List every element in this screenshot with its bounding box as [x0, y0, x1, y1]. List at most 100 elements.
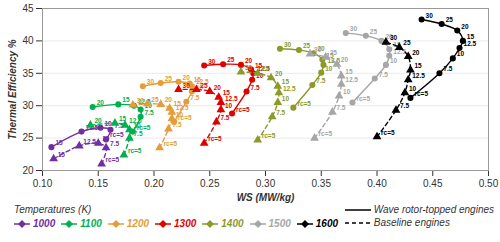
svg-text:30: 30 [183, 82, 191, 89]
svg-text:10: 10 [457, 50, 465, 57]
svg-text:7.5: 7.5 [110, 140, 119, 147]
svg-text:25: 25 [151, 96, 159, 103]
svg-text:15: 15 [345, 68, 353, 75]
svg-text:15: 15 [223, 89, 231, 96]
svg-text:12.5: 12.5 [464, 40, 477, 47]
svg-text:0.30: 0.30 [256, 178, 276, 189]
svg-text:12.5: 12.5 [345, 76, 358, 83]
svg-text:10: 10 [325, 65, 333, 72]
svg-text:25: 25 [22, 132, 34, 143]
svg-text:25: 25 [303, 42, 311, 49]
svg-text:30: 30 [22, 100, 34, 111]
svg-text:15: 15 [282, 78, 290, 85]
svg-text:7.5: 7.5 [145, 109, 154, 116]
svg-text:10: 10 [409, 85, 417, 92]
svg-text:25: 25 [200, 82, 208, 89]
svg-text:30: 30 [245, 64, 253, 71]
svg-text:rc=5: rc=5 [319, 130, 333, 137]
svg-text:0.20: 0.20 [144, 178, 164, 189]
svg-text:15: 15 [58, 151, 66, 158]
svg-text:12.5: 12.5 [283, 85, 296, 92]
svg-text:rc=5: rc=5 [381, 129, 395, 136]
svg-text:0.50: 0.50 [479, 178, 499, 189]
svg-text:15: 15 [174, 100, 182, 107]
svg-text:7.5: 7.5 [400, 102, 409, 109]
svg-text:7.5: 7.5 [443, 65, 452, 72]
svg-text:20: 20 [214, 84, 222, 91]
svg-text:25: 25 [227, 56, 235, 63]
svg-text:12.5: 12.5 [412, 72, 425, 79]
svg-text:rc=5: rc=5 [236, 106, 250, 113]
svg-text:15: 15 [119, 115, 127, 122]
svg-text:10: 10 [282, 95, 290, 102]
svg-text:10: 10 [343, 88, 351, 95]
svg-text:20: 20 [94, 117, 102, 124]
svg-text:15: 15 [55, 139, 63, 146]
svg-text:rc=5: rc=5 [110, 131, 124, 138]
html-text:1000: 1000 [33, 218, 56, 229]
svg-text:20: 20 [461, 23, 469, 30]
html-text:1100: 1100 [80, 218, 102, 229]
svg-text:7.5: 7.5 [379, 71, 388, 78]
svg-text:0.15: 0.15 [89, 178, 109, 189]
svg-text:30: 30 [208, 58, 216, 65]
svg-text:30: 30 [314, 46, 322, 53]
svg-text:7.5: 7.5 [220, 114, 229, 121]
svg-text:0.45: 0.45 [423, 178, 443, 189]
svg-text:rc=5: rc=5 [128, 147, 142, 154]
svg-text:Thermal Efficiency %: Thermal Efficiency % [7, 39, 18, 140]
svg-text:30: 30 [426, 12, 434, 19]
svg-text:rc=5: rc=5 [164, 140, 178, 147]
svg-text:WS (MW/kg): WS (MW/kg) [237, 192, 295, 203]
svg-text:rc=5: rc=5 [106, 156, 120, 163]
svg-text:15: 15 [122, 96, 130, 103]
svg-text:25: 25 [370, 28, 378, 35]
svg-text:rc=5: rc=5 [297, 100, 311, 107]
svg-text:30: 30 [137, 97, 145, 104]
svg-text:7.5: 7.5 [190, 94, 199, 101]
svg-text:20: 20 [183, 74, 191, 81]
svg-text:25: 25 [446, 16, 454, 23]
svg-text:rc=5: rc=5 [262, 132, 276, 139]
svg-text:20: 20 [341, 56, 349, 63]
svg-text:20: 20 [22, 165, 34, 176]
svg-text:20: 20 [245, 57, 253, 64]
svg-text:rc=5: rc=5 [356, 95, 370, 102]
svg-text:25: 25 [330, 49, 338, 56]
svg-text:30: 30 [147, 78, 155, 85]
svg-text:7.5: 7.5 [316, 77, 325, 84]
svg-text:40: 40 [22, 35, 34, 46]
svg-text:12.5: 12.5 [83, 138, 96, 145]
svg-text:20: 20 [275, 70, 283, 77]
svg-text:7.5: 7.5 [336, 104, 345, 111]
svg-text:7.5: 7.5 [276, 109, 285, 116]
svg-text:rc=5: rc=5 [208, 135, 222, 142]
svg-text:25: 25 [165, 75, 173, 82]
svg-text:7.5: 7.5 [172, 121, 181, 128]
svg-text:20: 20 [165, 96, 173, 103]
svg-text:0.35: 0.35 [312, 178, 332, 189]
svg-text:15: 15 [467, 33, 475, 40]
svg-text:15: 15 [414, 62, 422, 69]
svg-text:20: 20 [412, 49, 420, 56]
svg-text:10: 10 [176, 111, 184, 118]
svg-text:rc=5: rc=5 [414, 90, 428, 97]
svg-text:0.40: 0.40 [367, 178, 387, 189]
html-text:Temperatures (K): Temperatures (K) [14, 204, 92, 215]
svg-text:25: 25 [262, 65, 270, 72]
svg-text:0.10: 0.10 [33, 178, 53, 189]
svg-text:7.5: 7.5 [251, 84, 260, 91]
svg-text:45: 45 [22, 3, 34, 14]
svg-text:10: 10 [102, 135, 110, 142]
svg-text:35: 35 [22, 68, 34, 79]
svg-text:30: 30 [350, 25, 358, 32]
svg-text:0.25: 0.25 [200, 178, 220, 189]
svg-text:30: 30 [390, 34, 398, 41]
svg-text:20: 20 [97, 99, 105, 106]
svg-text:10: 10 [390, 57, 398, 64]
svg-text:10: 10 [225, 102, 233, 109]
svg-text:7.5: 7.5 [133, 130, 142, 137]
svg-text:12.5: 12.5 [129, 117, 142, 124]
svg-text:25: 25 [403, 39, 411, 46]
svg-text:30: 30 [284, 41, 292, 48]
